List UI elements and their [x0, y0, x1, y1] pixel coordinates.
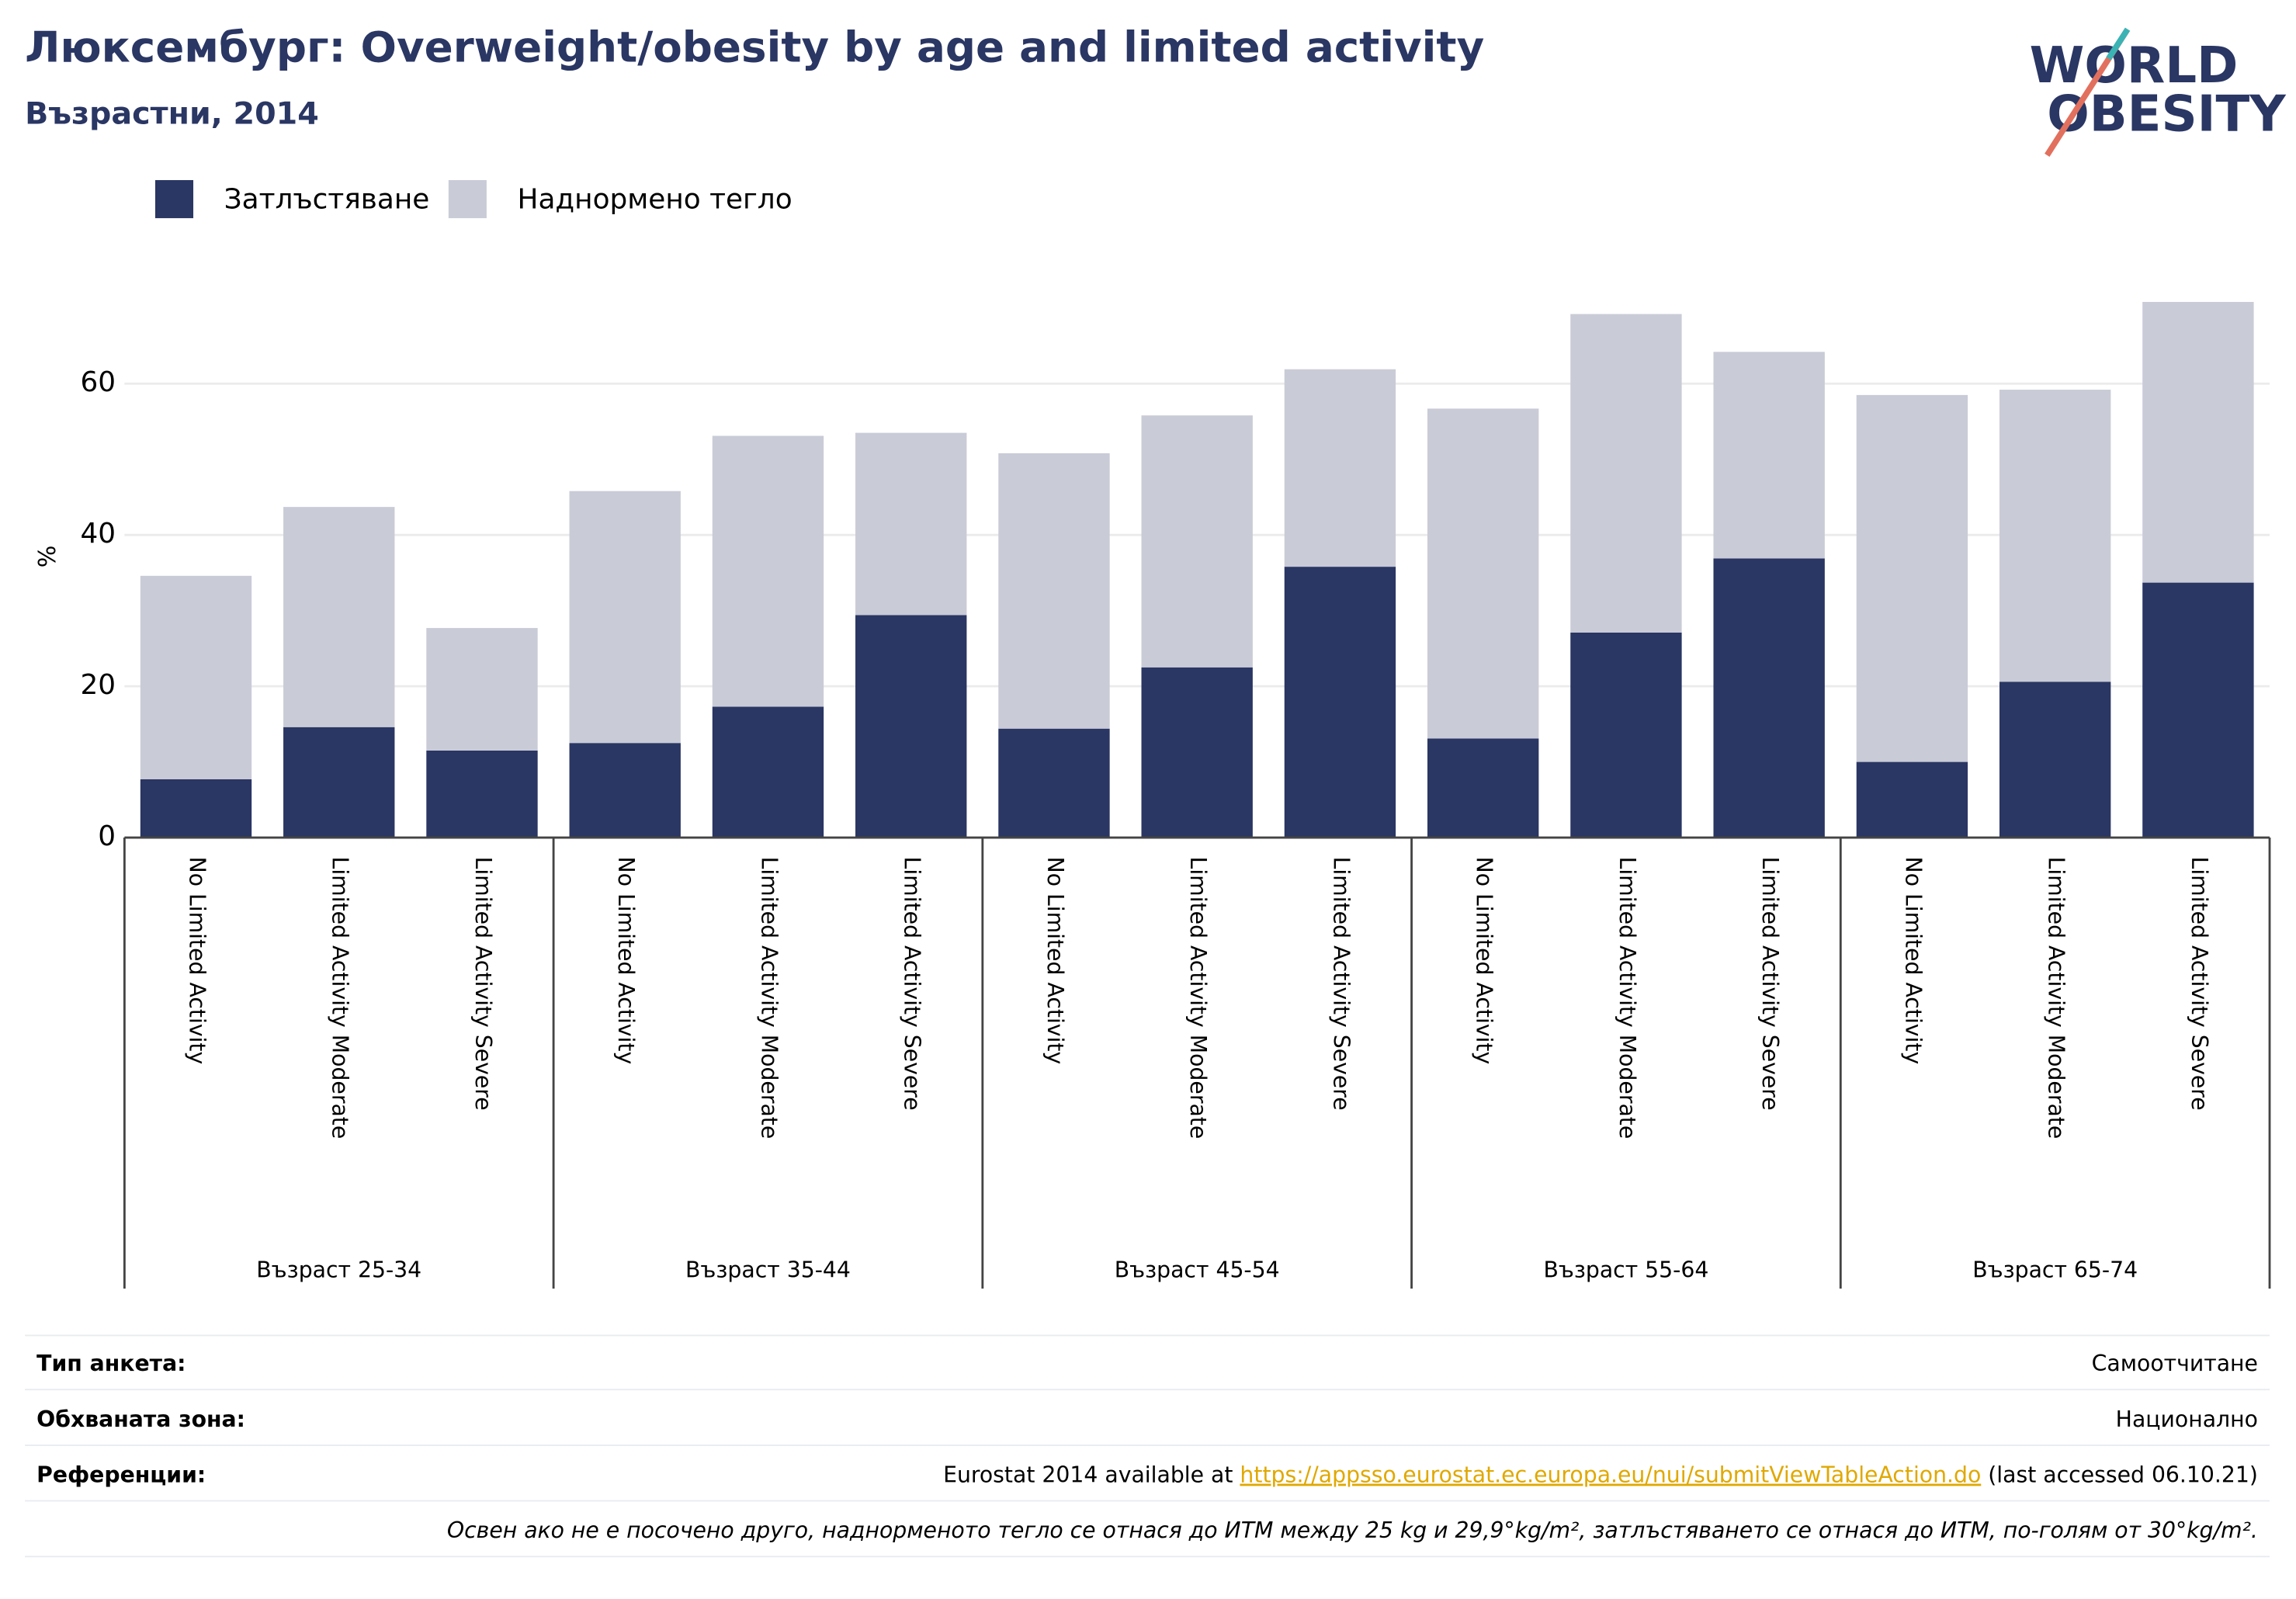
- bar-segment: [1427, 408, 1539, 739]
- bar-segment: [712, 706, 824, 838]
- row-label: Референции:: [36, 1462, 206, 1488]
- row-value: Самоотчитане: [2092, 1351, 2258, 1376]
- reference-text: (last accessed 06.10.21): [1981, 1462, 2258, 1488]
- legend-label: Затлъстяване: [224, 183, 430, 215]
- chart-subtitle: Възрастни, 2014: [25, 96, 319, 132]
- bar-segment: [569, 743, 681, 838]
- bar-segment: [1713, 352, 1825, 559]
- bar-segment: [1999, 682, 2111, 838]
- x-tick-label: No Limited Activity: [1042, 857, 1068, 1065]
- group-label: Възраст 35-44: [685, 1257, 851, 1282]
- chart-title: Люксембург: Overweight/obesity by age an…: [25, 22, 1484, 71]
- bar-segment: [426, 628, 538, 751]
- x-tick-label: No Limited Activity: [1900, 857, 1926, 1065]
- x-tick-label: No Limited Activity: [613, 857, 639, 1065]
- x-tick-label: Limited Activity Severe: [2187, 857, 2212, 1111]
- reference-text: Eurostat 2014 available at: [943, 1462, 1240, 1488]
- x-tick-label: Limited Activity Severe: [1328, 857, 1354, 1111]
- bar-segment: [855, 432, 967, 616]
- bar-segment: [1713, 558, 1825, 838]
- bar-segment: [2142, 301, 2254, 583]
- logo-slash: [2106, 27, 2131, 61]
- bar-segment: [1284, 567, 1396, 838]
- x-tick-label: Limited Activity Severe: [1757, 857, 1783, 1111]
- reference: Eurostat 2014 available at https://appss…: [943, 1462, 2258, 1488]
- bar-segment: [283, 727, 395, 838]
- x-tick-label: Limited Activity Moderate: [328, 857, 353, 1139]
- logo-text: WORLD: [2030, 36, 2239, 95]
- x-tick-label: Limited Activity Moderate: [1185, 857, 1211, 1139]
- group-label: Възраст 55-64: [1543, 1257, 1708, 1282]
- bar-segment: [998, 453, 1110, 729]
- bar-segment: [426, 750, 538, 838]
- row-label: Обхваната зона:: [36, 1406, 245, 1432]
- bar-segment: [712, 435, 824, 707]
- y-tick-label: 40: [80, 518, 116, 550]
- x-tick-label: Limited Activity Moderate: [1614, 857, 1640, 1139]
- x-tick-label: No Limited Activity: [1472, 857, 1497, 1065]
- legend-swatch: [448, 180, 487, 219]
- legend-swatch: [154, 180, 194, 219]
- bar-segment: [140, 779, 252, 838]
- note: Освен ако не е посочено друго, наднормен…: [447, 1517, 2258, 1543]
- y-axis-label: %: [34, 546, 61, 568]
- x-tick-label: Limited Activity Severe: [900, 857, 925, 1111]
- bar-segment: [569, 491, 681, 744]
- bar-segment: [140, 575, 252, 779]
- x-tick-label: Limited Activity Moderate: [2044, 857, 2069, 1139]
- bar-segment: [2142, 582, 2254, 838]
- reference-link[interactable]: https://appsso.eurostat.ec.europa.eu/nui…: [1240, 1462, 1981, 1488]
- y-tick-label: 20: [80, 669, 116, 701]
- bar-segment: [283, 507, 395, 727]
- group-label: Възраст 65-74: [1972, 1257, 2138, 1282]
- group-label: Възраст 25-34: [256, 1257, 421, 1282]
- x-tick-label: Limited Activity Moderate: [756, 857, 782, 1139]
- bar-segment: [1141, 667, 1253, 838]
- bar-segment: [1284, 369, 1396, 567]
- x-tick-label: No Limited Activity: [184, 857, 210, 1065]
- y-tick-label: 0: [98, 820, 116, 852]
- bar-segment: [1570, 314, 1682, 633]
- bar-segment: [998, 728, 1110, 838]
- bar-segment: [1427, 738, 1539, 838]
- legend-label: Наднормено тегло: [518, 183, 793, 215]
- y-tick-label: 60: [80, 366, 116, 398]
- bar-segment: [1570, 632, 1682, 838]
- bar-segment: [855, 615, 967, 838]
- bar-segment: [1856, 761, 1968, 838]
- row-label: Тип анкета:: [36, 1351, 186, 1376]
- footer: Тип анкета: Самоотчитане Обхваната зона:…: [25, 1334, 2270, 1558]
- x-tick-label: Limited Activity Severe: [470, 857, 496, 1111]
- group-label: Възраст 45-54: [1115, 1257, 1280, 1282]
- row-value: Национално: [2116, 1406, 2258, 1432]
- bar-segment: [1856, 394, 1968, 762]
- bar-segment: [1141, 415, 1253, 668]
- bar-segment: [1999, 390, 2111, 682]
